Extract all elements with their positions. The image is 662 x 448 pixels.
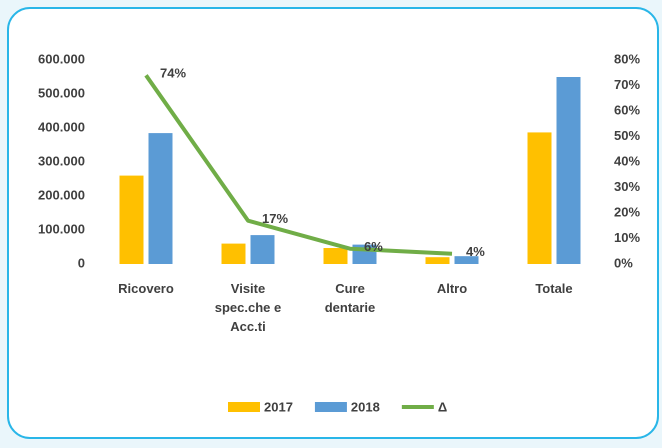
y2-tick-label: 80% — [614, 51, 640, 66]
y2-tick-label: 50% — [614, 128, 640, 143]
y2-tick-label: 0% — [614, 255, 633, 270]
data-label: 17% — [262, 211, 288, 226]
line — [144, 74, 453, 256]
x-tick-label: Visite spec.che e Acc.ti — [215, 281, 282, 334]
y2-tick-label: 10% — [614, 230, 640, 245]
y-tick-label: 300.000 — [38, 153, 85, 168]
y2-tick-label: 20% — [614, 204, 640, 219]
bar — [221, 243, 246, 264]
bar — [119, 175, 144, 264]
frame — [7, 7, 659, 439]
x-tick-label: Ricovero — [118, 281, 174, 296]
data-label: 74% — [160, 66, 186, 81]
bar — [148, 133, 173, 264]
bar — [323, 248, 348, 264]
bar — [556, 77, 581, 264]
y2-tick-label: 30% — [614, 179, 640, 194]
y2-tick-label: 40% — [614, 153, 640, 168]
bar — [454, 256, 479, 264]
legend-label: Δ — [438, 399, 447, 414]
legend-label: 2017 — [264, 399, 293, 414]
y-tick-label: 500.000 — [38, 85, 85, 100]
y2-tick-label: 70% — [614, 77, 640, 92]
x-tick-label: Totale — [535, 281, 572, 296]
y2-tick-label: 60% — [614, 102, 640, 117]
bar — [425, 257, 450, 264]
x-tick-label: Cure dentarie — [325, 281, 376, 315]
y-tick-label: 600.000 — [38, 51, 85, 66]
y-tick-label: 0 — [78, 255, 85, 270]
legend-swatch — [314, 402, 347, 412]
data-label: 4% — [466, 244, 485, 259]
y-tick-label: 100.000 — [38, 221, 85, 236]
bar — [250, 235, 275, 264]
data-label: 6% — [364, 239, 383, 254]
x-tick-label: Altro — [437, 281, 467, 296]
y-tick-label: 400.000 — [38, 119, 85, 134]
legend-swatch — [228, 402, 260, 412]
bar — [527, 132, 552, 264]
legend-label: 2018 — [351, 399, 380, 414]
y-tick-label: 200.000 — [38, 187, 85, 202]
